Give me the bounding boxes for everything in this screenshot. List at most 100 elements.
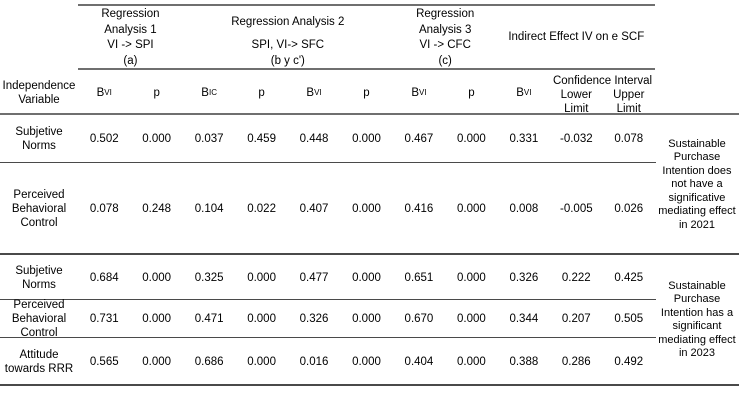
value-cell: -0.032 bbox=[560, 133, 593, 145]
value-cell: 0.416 bbox=[404, 203, 434, 215]
col-header-b-ic: B IC bbox=[201, 86, 217, 99]
value-cell: 0.000 bbox=[457, 203, 486, 215]
confidence-interval-header: Confidence Interval Lower Limit Upper Li… bbox=[550, 70, 655, 115]
group-title: Regression Analysis 1 bbox=[101, 7, 159, 38]
row-divider bbox=[0, 299, 656, 300]
value-cell: 0.000 bbox=[142, 133, 172, 145]
row-label: Attitude towards RRR bbox=[4, 348, 74, 375]
col-header-symbol: p bbox=[258, 86, 265, 99]
value-cell: 0.000 bbox=[352, 203, 381, 215]
value-cell: 0.000 bbox=[352, 271, 381, 284]
row-label: Subjetive Norms bbox=[15, 126, 63, 152]
value-cell: 0.651 bbox=[404, 271, 434, 284]
col-header-symbol: B bbox=[411, 86, 419, 99]
value-cell: 0.000 bbox=[352, 313, 381, 325]
value-cell: 0.222 bbox=[561, 271, 591, 284]
annotation-2021: Sustainable Purchase Intention does not … bbox=[658, 137, 736, 231]
value-cell: 0.286 bbox=[561, 355, 591, 368]
value-cell: 0.248 bbox=[142, 203, 172, 215]
value-cell: 0.000 bbox=[247, 355, 276, 368]
col-header-b-vi: B VI bbox=[306, 86, 322, 99]
table-grid: Regression Analysis 1 VI -> SPI (a) Regr… bbox=[2, 0, 736, 375]
value-cell: 0.425 bbox=[614, 271, 644, 284]
col-header-p: p bbox=[445, 70, 497, 115]
value-cell: 0.684 bbox=[89, 271, 119, 284]
value-cell: 0.000 bbox=[247, 313, 276, 325]
col-header-symbol: p bbox=[468, 86, 475, 99]
group-title: Regression Analysis 3 bbox=[416, 7, 474, 38]
col-header-p: p bbox=[235, 70, 287, 115]
col-header-p: p bbox=[340, 70, 392, 115]
value-cell: 0.325 bbox=[194, 271, 224, 284]
value-cell: 0.000 bbox=[352, 133, 381, 145]
group-title-line: Regression Analysis 2 bbox=[231, 15, 345, 28]
value-cell: 0.731 bbox=[89, 313, 119, 325]
value-cell: 0.207 bbox=[561, 313, 591, 325]
col-header-symbol: B bbox=[201, 86, 209, 99]
row-label: Subjetive Norms bbox=[15, 264, 63, 291]
value-cell: 0.016 bbox=[299, 355, 329, 368]
value-cell: 0.670 bbox=[404, 313, 434, 325]
value-cell: 0.388 bbox=[509, 355, 539, 368]
section-divider bbox=[0, 253, 739, 255]
col-header-b-vi: B VI bbox=[411, 86, 427, 99]
col-header-upper-limit: Upper Limit bbox=[613, 89, 645, 115]
group-header-regression-1: Regression Analysis 1 VI -> SPI (a) bbox=[78, 0, 183, 70]
group-title: Regression Analysis 2 bbox=[231, 7, 344, 38]
col-header-b-vi: B VI bbox=[516, 86, 532, 99]
value-cell: 0.078 bbox=[614, 133, 644, 145]
stub-header: Independence Variable bbox=[2, 79, 76, 106]
group-title-line: Indirect Effect IV on e SCF bbox=[508, 31, 645, 43]
group-header-regression-2: Regression Analysis 2 SPI, VI-> SFC (b y… bbox=[183, 0, 393, 70]
col-header-symbol: p bbox=[363, 86, 370, 99]
value-cell: 0.078 bbox=[89, 203, 119, 215]
table-top-rule bbox=[78, 4, 655, 6]
value-cell: 0.471 bbox=[194, 313, 224, 325]
value-cell: 0.026 bbox=[614, 203, 644, 215]
value-cell: 0.000 bbox=[457, 271, 486, 284]
value-cell: 0.000 bbox=[457, 355, 486, 368]
value-cell: 0.502 bbox=[89, 133, 119, 145]
value-cell: 0.000 bbox=[457, 313, 486, 325]
col-header-symbol: B bbox=[306, 86, 315, 99]
group-formula: VI -> SPI bbox=[107, 39, 154, 51]
col-header-p: p bbox=[130, 70, 182, 115]
value-cell: 0.344 bbox=[509, 313, 539, 325]
col-header-lower-limit: Lower Limit bbox=[560, 89, 592, 115]
value-cell: 0.505 bbox=[614, 313, 644, 325]
value-cell: 0.326 bbox=[509, 271, 539, 284]
value-cell: 0.104 bbox=[194, 203, 224, 215]
value-cell: 0.448 bbox=[299, 133, 329, 145]
value-cell: 0.000 bbox=[352, 355, 381, 368]
value-cell: 0.686 bbox=[194, 355, 224, 368]
value-cell: 0.326 bbox=[299, 313, 329, 325]
row-label: Perceived Behavioral Control bbox=[11, 299, 67, 339]
value-cell: 0.008 bbox=[509, 203, 539, 215]
row-label: Perceived Behavioral Control bbox=[11, 189, 67, 229]
group-header-regression-3: Regression Analysis 3 VI -> CFC (c) bbox=[393, 0, 498, 70]
value-cell: 0.477 bbox=[299, 271, 329, 284]
group-path-label: (a) bbox=[123, 54, 138, 67]
value-cell: 0.407 bbox=[299, 203, 329, 215]
value-cell: 0.000 bbox=[142, 355, 172, 368]
confidence-interval-title: Confidence Interval bbox=[552, 75, 653, 87]
value-cell: 0.467 bbox=[404, 133, 434, 145]
value-cell: 0.022 bbox=[247, 203, 276, 215]
col-header-symbol: p bbox=[153, 86, 160, 99]
value-cell: 0.037 bbox=[194, 133, 224, 145]
value-cell: -0.005 bbox=[560, 203, 593, 215]
row-divider bbox=[0, 162, 656, 163]
group-title-line: Regression bbox=[416, 8, 475, 20]
value-cell: 0.000 bbox=[142, 313, 172, 325]
value-cell: 0.459 bbox=[247, 133, 276, 145]
row-divider bbox=[0, 337, 656, 338]
group-title-line: Regression bbox=[101, 8, 160, 20]
table-bottom-rule bbox=[0, 384, 739, 386]
group-path-label: (c) bbox=[438, 54, 452, 67]
column-header-rule bbox=[0, 113, 739, 115]
value-cell: 0.000 bbox=[457, 133, 486, 145]
col-header-b-vi: B VI bbox=[96, 86, 112, 99]
col-header-symbol: B bbox=[516, 86, 524, 99]
confidence-interval-subheaders: Lower Limit Upper Limit bbox=[550, 88, 655, 116]
